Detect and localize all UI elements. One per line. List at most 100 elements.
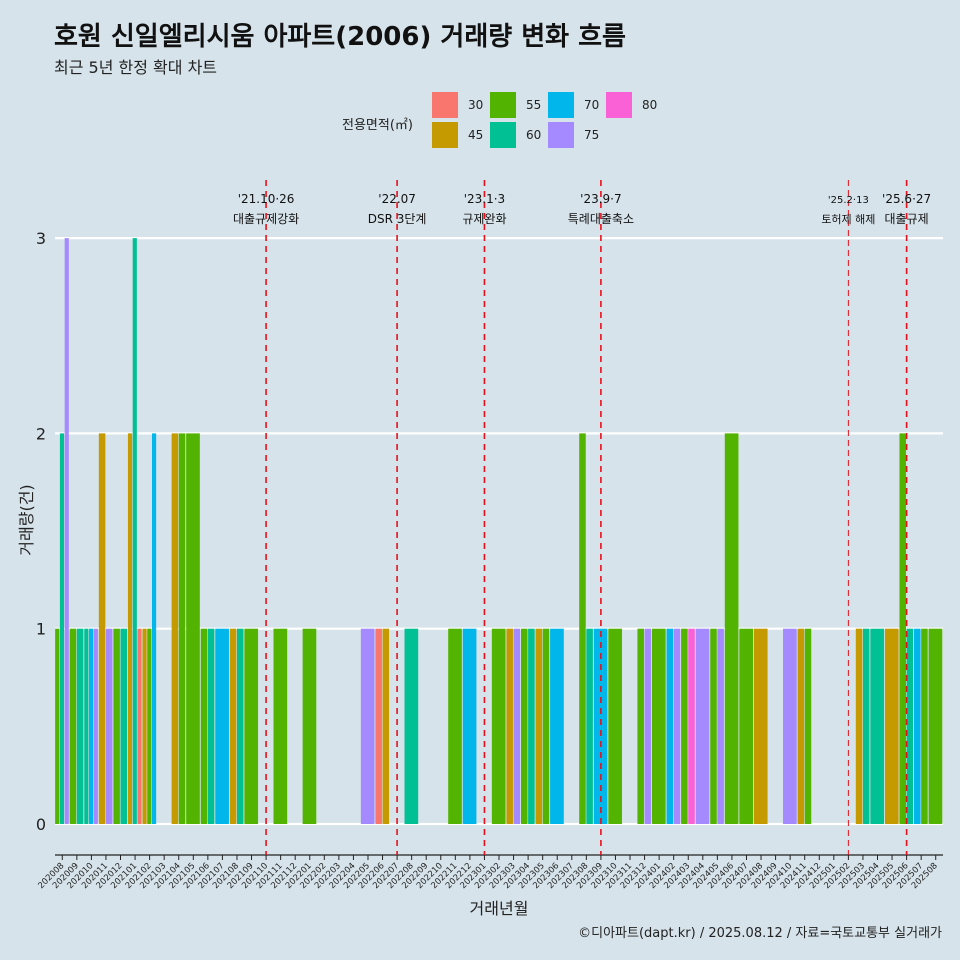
chart-title: 호원 신일엘리시움 아파트(2006) 거래량 변화 흐름 bbox=[54, 22, 626, 52]
bar bbox=[666, 628, 674, 824]
bar bbox=[244, 628, 259, 824]
bar bbox=[127, 433, 133, 824]
bar bbox=[59, 433, 65, 824]
legend-swatch bbox=[606, 92, 632, 118]
bar bbox=[688, 628, 695, 824]
bar bbox=[98, 433, 106, 824]
bar bbox=[637, 628, 644, 824]
bar bbox=[147, 628, 152, 824]
bar bbox=[360, 628, 375, 824]
bar bbox=[142, 628, 147, 824]
y-tick-label: 1 bbox=[36, 620, 46, 639]
event-name-label: 대출규제강화 bbox=[233, 212, 299, 226]
bar bbox=[535, 628, 543, 824]
bar bbox=[113, 628, 120, 824]
legend-label: 60 bbox=[526, 128, 542, 142]
caption: ©디아파트(dapt.kr) / 2025.08.12 / 자료=국토교통부 실… bbox=[578, 926, 942, 941]
bar bbox=[862, 628, 870, 824]
legend-swatch bbox=[548, 122, 574, 148]
bar bbox=[542, 628, 550, 824]
bar bbox=[586, 628, 593, 824]
bar bbox=[207, 628, 215, 824]
bar bbox=[93, 628, 98, 824]
bar bbox=[382, 628, 390, 824]
event-name-label: 대출규제 bbox=[885, 212, 929, 226]
bar bbox=[513, 628, 521, 824]
legend-label: 45 bbox=[468, 128, 484, 142]
bar bbox=[681, 628, 688, 824]
bar bbox=[171, 433, 179, 824]
y-tick-label: 0 bbox=[36, 815, 46, 834]
event-name-label: 규제완화 bbox=[462, 212, 506, 226]
event-name-label: 토허제 해제 bbox=[821, 212, 875, 226]
bar bbox=[695, 628, 710, 824]
bar bbox=[137, 628, 142, 824]
legend-swatch bbox=[490, 122, 516, 148]
bar bbox=[608, 628, 622, 824]
bar bbox=[132, 238, 137, 825]
bar bbox=[550, 628, 564, 824]
bar bbox=[724, 433, 739, 824]
bar bbox=[55, 628, 60, 824]
bar bbox=[448, 628, 462, 824]
bar bbox=[906, 628, 914, 824]
legend-item-55: 55 bbox=[490, 92, 541, 118]
legend-item-60: 60 bbox=[490, 122, 541, 148]
bar bbox=[914, 628, 921, 824]
event-date-label: '22.07 bbox=[378, 192, 416, 206]
y-axis-title: 거래량(건) bbox=[17, 484, 36, 555]
y-tick-label: 3 bbox=[36, 229, 46, 248]
legend-swatch bbox=[432, 92, 458, 118]
event-date-label: '25.2·13 bbox=[828, 195, 869, 206]
y-tick-label: 2 bbox=[36, 424, 46, 443]
bar bbox=[644, 628, 652, 824]
legend-label: 70 bbox=[584, 98, 600, 112]
bar bbox=[64, 238, 69, 825]
legend-item-70: 70 bbox=[548, 92, 599, 118]
bar bbox=[520, 628, 528, 824]
bar bbox=[186, 433, 200, 824]
bar bbox=[651, 628, 666, 824]
legend-label: 30 bbox=[468, 98, 484, 112]
bar bbox=[375, 628, 382, 824]
event-date-label: '25.6·27 bbox=[882, 192, 931, 206]
bar bbox=[273, 628, 288, 824]
bar bbox=[506, 628, 513, 824]
bar bbox=[579, 433, 586, 824]
event-name-label: DSR 3단계 bbox=[368, 212, 427, 226]
legend-label: 75 bbox=[584, 128, 600, 142]
bar bbox=[84, 628, 89, 824]
bar bbox=[69, 628, 77, 824]
event-date-label: '23.1·3 bbox=[464, 192, 505, 206]
bar bbox=[870, 628, 885, 824]
bar bbox=[120, 628, 128, 824]
legend-title: 전용면적(㎡) bbox=[342, 118, 413, 133]
bar bbox=[462, 628, 477, 824]
bar bbox=[710, 628, 717, 824]
bar bbox=[404, 628, 419, 824]
bar bbox=[178, 433, 186, 824]
legend-swatch bbox=[432, 122, 458, 148]
bar bbox=[928, 628, 943, 824]
bar bbox=[921, 628, 928, 824]
bar bbox=[783, 628, 797, 824]
bar bbox=[76, 628, 84, 824]
bar bbox=[753, 628, 768, 824]
bar bbox=[152, 433, 157, 824]
legend-item-30: 30 bbox=[432, 92, 483, 118]
bar bbox=[105, 628, 113, 824]
event-name-label: 특례대출축소 bbox=[568, 212, 634, 226]
legend-label: 55 bbox=[526, 98, 542, 112]
chart-subtitle: 최근 5년 한정 확대 차트 bbox=[54, 58, 218, 77]
bar bbox=[804, 628, 812, 824]
bar bbox=[673, 628, 681, 824]
bar bbox=[236, 628, 244, 824]
bar bbox=[593, 628, 608, 824]
bar bbox=[491, 628, 506, 824]
bar bbox=[884, 628, 899, 824]
legend-item-45: 45 bbox=[432, 122, 483, 148]
legend-label: 80 bbox=[642, 98, 658, 112]
event-date-label: '23.9·7 bbox=[580, 192, 621, 206]
bar bbox=[739, 628, 754, 824]
